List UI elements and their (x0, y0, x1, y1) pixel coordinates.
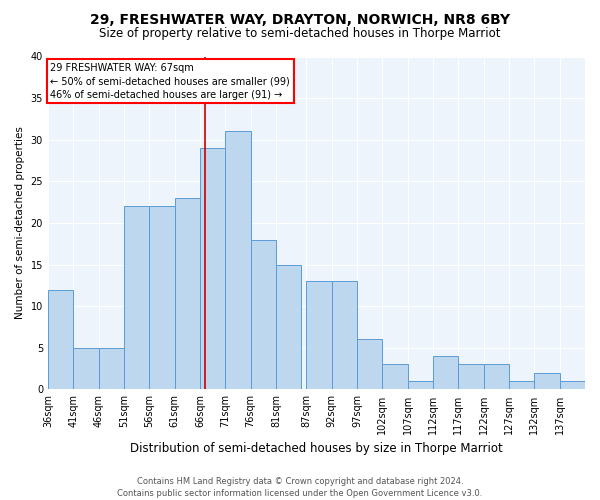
Bar (332, 281, 357, 390)
Bar (98, 348, 124, 390)
Bar (535, 373, 560, 390)
Bar (48, 290, 73, 390)
Bar (458, 364, 484, 390)
Bar (225, 132, 251, 390)
Text: Contains HM Land Registry data © Crown copyright and database right 2024.
Contai: Contains HM Land Registry data © Crown c… (118, 476, 482, 498)
Bar (251, 240, 276, 390)
X-axis label: Distribution of semi-detached houses by size in Thorpe Marriot: Distribution of semi-detached houses by … (130, 442, 503, 455)
Bar (484, 364, 509, 390)
Bar (307, 281, 332, 390)
Bar (124, 206, 149, 390)
Bar (200, 148, 225, 390)
Bar (73, 348, 98, 390)
Bar (433, 356, 458, 390)
Text: Size of property relative to semi-detached houses in Thorpe Marriot: Size of property relative to semi-detach… (99, 28, 501, 40)
Bar (509, 381, 535, 390)
Bar (175, 198, 200, 390)
Bar (382, 364, 407, 390)
Bar (407, 381, 433, 390)
Bar (276, 264, 301, 390)
Bar (560, 381, 585, 390)
Bar (357, 340, 382, 390)
Y-axis label: Number of semi-detached properties: Number of semi-detached properties (15, 126, 25, 320)
Bar (149, 206, 175, 390)
Text: 29 FRESHWATER WAY: 67sqm
← 50% of semi-detached houses are smaller (99)
46% of s: 29 FRESHWATER WAY: 67sqm ← 50% of semi-d… (50, 63, 290, 100)
Text: 29, FRESHWATER WAY, DRAYTON, NORWICH, NR8 6BY: 29, FRESHWATER WAY, DRAYTON, NORWICH, NR… (90, 12, 510, 26)
